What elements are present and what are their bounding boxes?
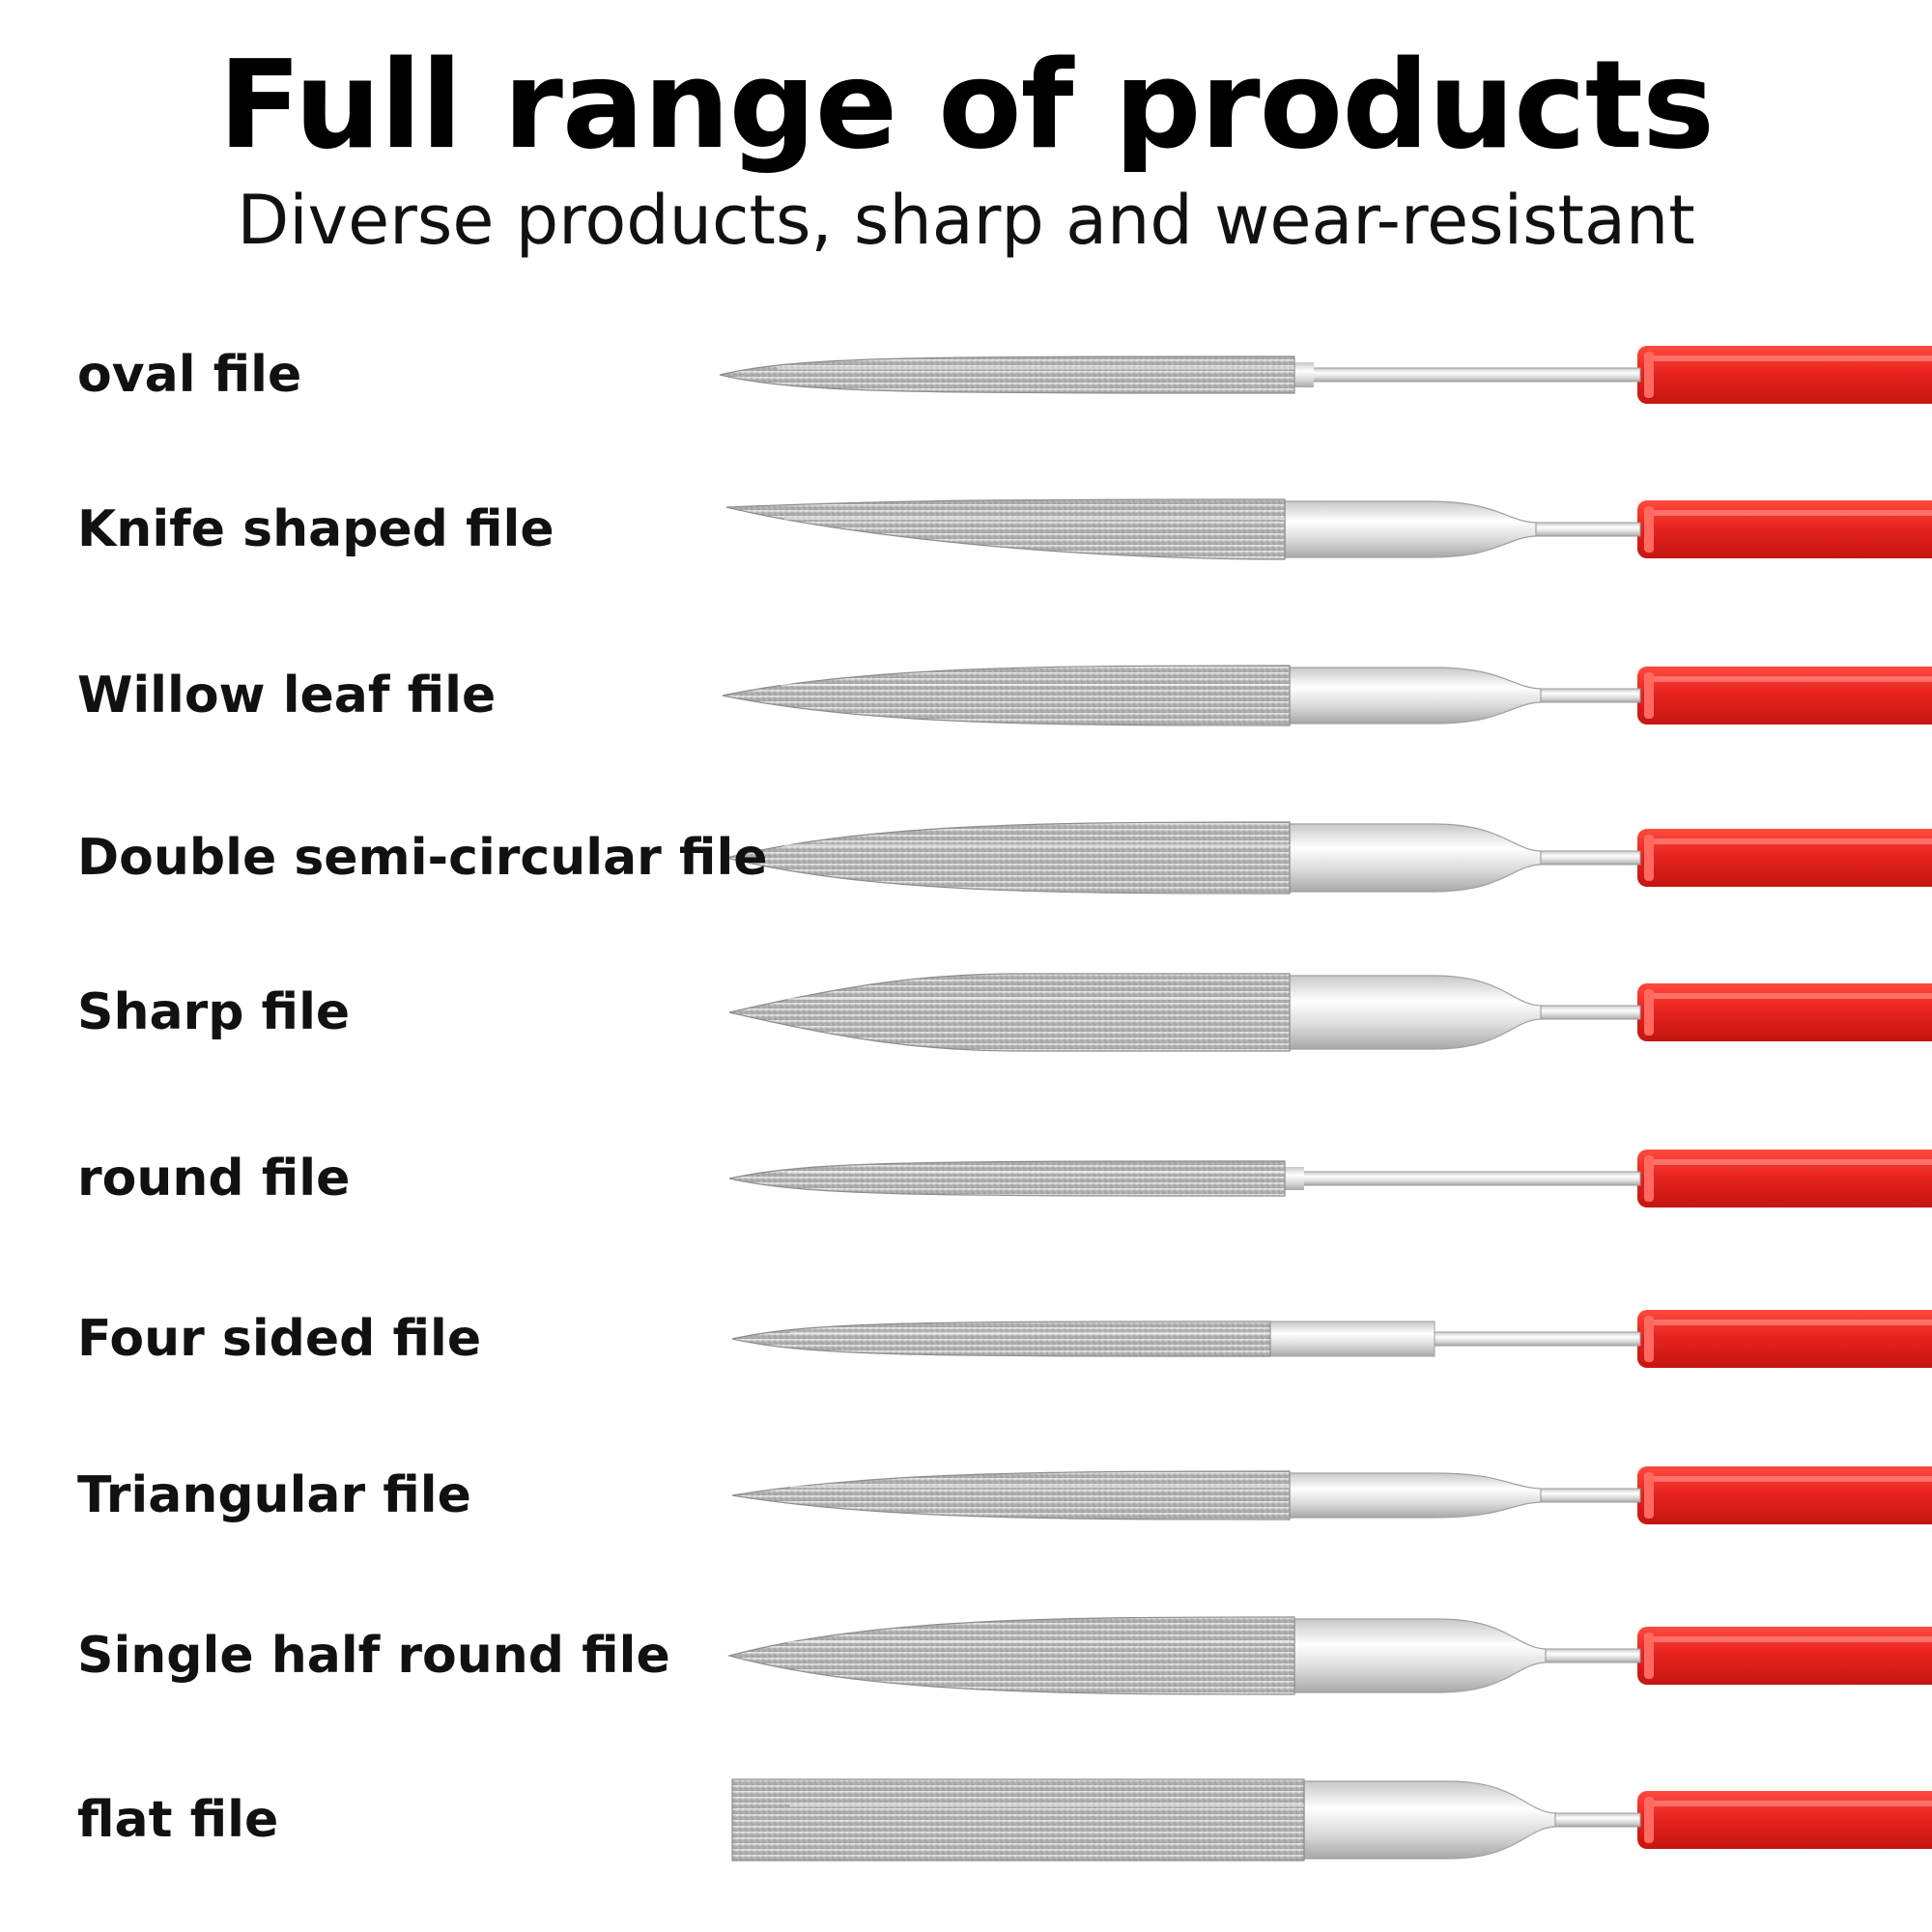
shank-neck — [1289, 823, 1542, 893]
shank-neck — [1293, 1618, 1547, 1693]
handle-highlight — [1654, 1320, 1932, 1325]
handle-shape — [1637, 500, 1932, 558]
flat-file-icon — [731, 1778, 1932, 1861]
handle-shape — [1637, 983, 1932, 1041]
shank-neck — [1284, 500, 1537, 558]
shank-neck — [1289, 667, 1542, 724]
handle-highlight — [1654, 676, 1932, 682]
file-label-10: flat file — [77, 1791, 279, 1849]
handle-highlight — [1654, 993, 1932, 999]
handle-shape — [1637, 1466, 1932, 1524]
shank-collar — [1294, 362, 1314, 387]
handle-shape — [1637, 667, 1932, 724]
handle-highlight — [1654, 1801, 1932, 1806]
handle-ring — [1644, 1472, 1654, 1519]
coated-blade — [725, 498, 1286, 560]
coated-blade — [731, 1321, 1271, 1357]
handle-shape — [1637, 829, 1932, 887]
coated-blade — [719, 355, 1295, 394]
page-title: Full range of products — [217, 34, 1715, 176]
sharp-file-icon — [728, 973, 1932, 1052]
single-half-round-file-icon — [726, 1616, 1932, 1695]
coated-blade — [728, 973, 1291, 1052]
file-label-3: Willow leaf file — [77, 667, 497, 724]
handle-shape — [1637, 1310, 1932, 1368]
handle-ring — [1644, 835, 1654, 881]
handle-ring — [1644, 1155, 1654, 1202]
handle-ring — [1644, 1316, 1654, 1362]
shank-collar — [1285, 1167, 1304, 1190]
handle-ring — [1644, 352, 1654, 398]
file-label-2: Knife shaped file — [77, 500, 554, 558]
file-label-6: round file — [77, 1150, 351, 1208]
shank-rod — [1284, 1171, 1641, 1186]
file-label-5: Sharp file — [77, 983, 351, 1041]
handle-ring — [1644, 989, 1654, 1036]
shank-rod — [1293, 367, 1641, 383]
handle-highlight — [1654, 1159, 1932, 1165]
shank-neck — [1303, 1780, 1556, 1860]
file-label-8: Triangular file — [77, 1466, 471, 1524]
handle-ring — [1644, 672, 1654, 719]
handle-ring — [1644, 1797, 1654, 1843]
handle-ring — [1644, 506, 1654, 553]
handle-highlight — [1654, 1636, 1932, 1642]
handle-shape — [1637, 346, 1932, 404]
file-label-7: Four sided file — [77, 1310, 482, 1368]
shank-neck — [1289, 1472, 1542, 1519]
double-semi-circular-file-icon — [725, 821, 1932, 895]
handle-shape — [1637, 1791, 1932, 1849]
coated-blade — [731, 1778, 1305, 1861]
handle-shape — [1637, 1150, 1932, 1208]
handle-shape — [1637, 1627, 1932, 1685]
handle-ring — [1644, 1633, 1654, 1679]
round-file-icon — [728, 1150, 1932, 1208]
handle-highlight — [1654, 838, 1932, 844]
handle-highlight — [1654, 510, 1932, 516]
coated-blade — [726, 1616, 1295, 1695]
triangular-file-icon — [731, 1466, 1932, 1524]
page-subtitle: Diverse products, sharp and wear-resista… — [237, 181, 1695, 260]
willow-leaf-file-icon — [722, 665, 1932, 726]
file-label-9: Single half round file — [77, 1627, 670, 1685]
oval-file-icon — [719, 346, 1932, 404]
shank-step — [1269, 1321, 1435, 1357]
shank-neck — [1289, 975, 1542, 1050]
handle-highlight — [1654, 1476, 1932, 1482]
file-label-4: Double semi-circular file — [77, 829, 768, 887]
coated-blade — [731, 1470, 1291, 1520]
file-label-1: oval file — [77, 346, 302, 404]
handle-highlight — [1654, 355, 1932, 361]
coated-blade — [728, 1160, 1286, 1197]
coated-blade — [725, 821, 1291, 895]
four-sided-file-icon — [731, 1310, 1932, 1368]
knife-shaped-file-icon — [725, 498, 1932, 560]
coated-blade — [722, 665, 1291, 726]
